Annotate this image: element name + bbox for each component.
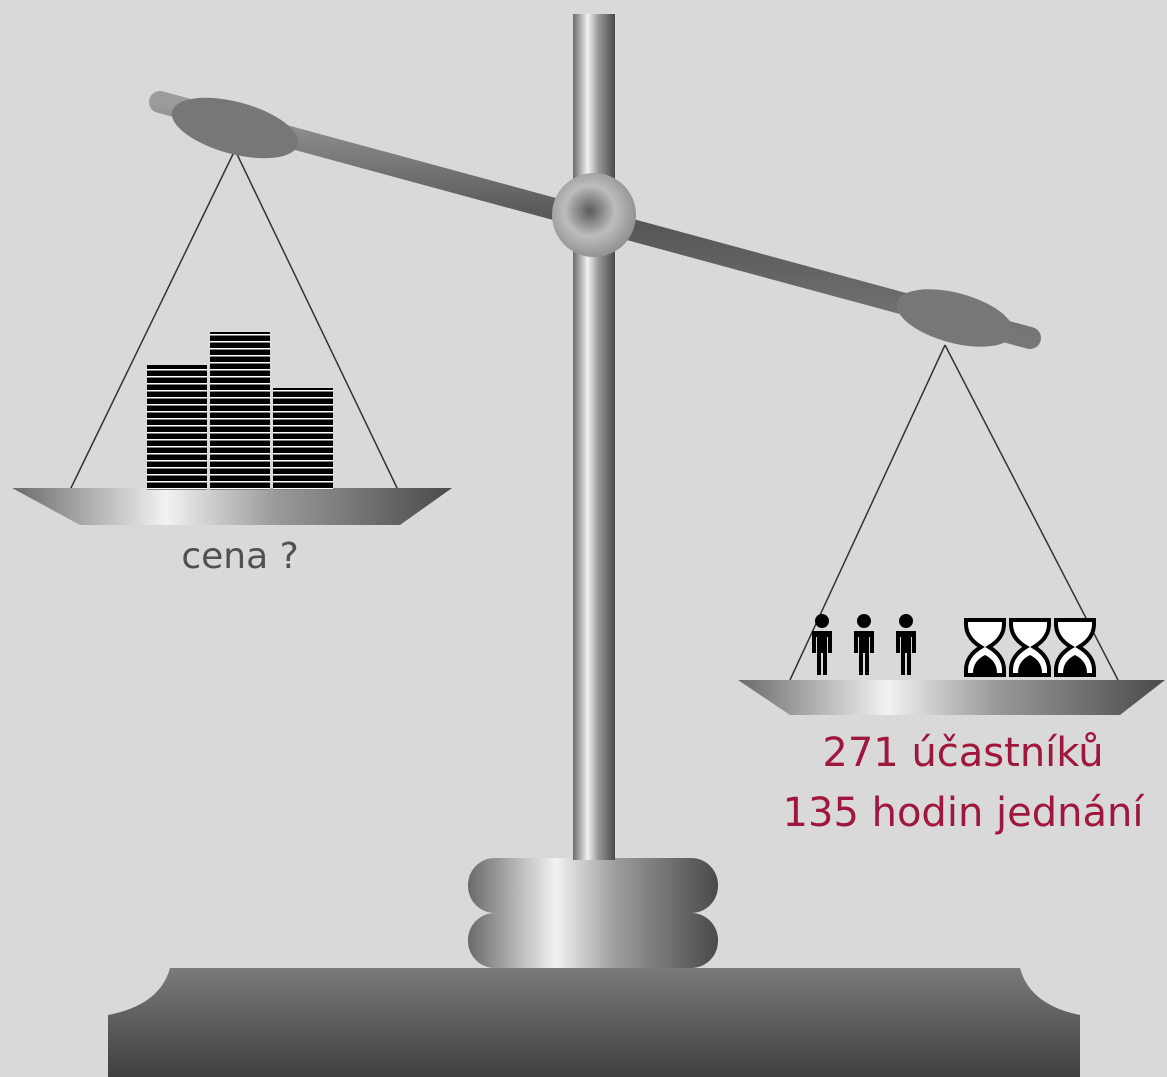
left-label: cena ? — [181, 536, 298, 577]
balance-scale: cena ? 271 účastníků 135 hodin jednání — [0, 0, 1167, 1077]
right-label-line: 271 účastníků — [822, 730, 1103, 776]
people-icons — [812, 614, 916, 675]
coin-stacks — [147, 332, 333, 490]
pole — [573, 14, 615, 860]
disc — [468, 913, 718, 968]
disc — [468, 858, 718, 913]
base — [108, 968, 1080, 1077]
left-pan — [12, 488, 452, 525]
right-pan — [738, 680, 1165, 715]
hourglass-icons — [966, 620, 1094, 675]
right-label-line: 135 hodin jednání — [783, 790, 1146, 836]
